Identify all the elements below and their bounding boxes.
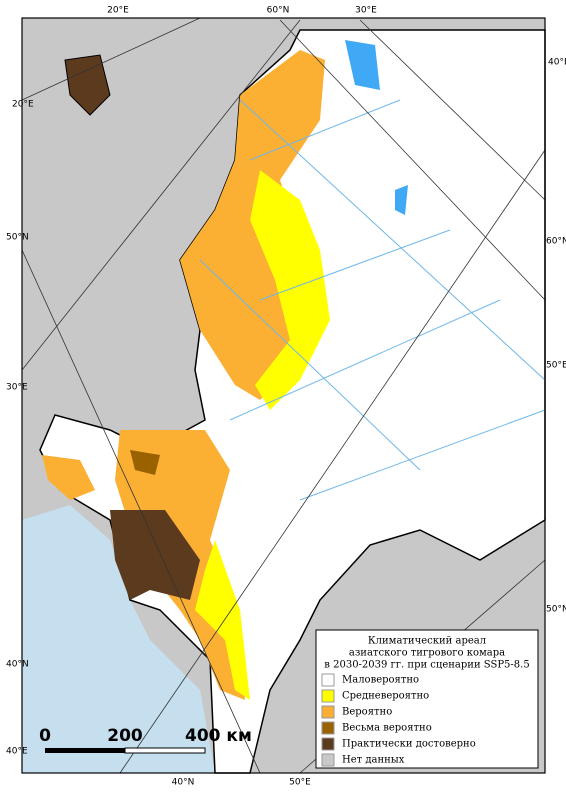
graticule-label: 20°E — [107, 6, 129, 16]
legend-title: Климатический ареал — [368, 636, 486, 647]
certain-zone-south — [110, 510, 200, 600]
lake-rybinsk — [395, 185, 408, 215]
scale-segment — [45, 748, 125, 753]
map-frame — [21, 17, 546, 774]
very-likely-zone — [130, 450, 160, 475]
crimea-likely — [42, 455, 95, 500]
scale-bar — [45, 747, 206, 754]
legend-label: Маловероятно — [342, 675, 419, 686]
scale-label: 400 км — [185, 726, 252, 746]
graticule-label: 40°E — [548, 58, 566, 68]
legend-swatch — [321, 673, 335, 687]
graticule-label: 40°N — [172, 778, 195, 788]
graticule-labels: 20°E 60°N 30°E 20°E 50°N 30°E 40°N 40°E 40°E 60°N… — [6, 6, 566, 788]
graticule-label: 60°N — [267, 6, 290, 16]
legend-swatch — [321, 737, 335, 751]
graticule-label: 50°E — [289, 778, 311, 788]
medium-zone-south — [195, 540, 250, 700]
legend-label: Средневероятно — [342, 691, 429, 702]
scale-label: 200 — [107, 726, 143, 746]
graticule-label: 30°E — [355, 6, 377, 16]
certain-zone-north — [64, 54, 111, 116]
legend-swatch — [321, 721, 335, 735]
scale-segment — [124, 747, 206, 754]
graticule-label: 40°N — [6, 660, 29, 670]
legend-label: Вероятно — [342, 707, 392, 718]
graticule-label: 30°E — [6, 383, 28, 393]
legend-title: в 2030-2039 гг. при сценарии SSP5-8.5 — [324, 660, 529, 671]
legend-swatch — [321, 705, 335, 719]
graticule-label: 20°E — [12, 100, 34, 110]
legend-title: азиатского тигрового комара — [349, 648, 505, 659]
black-sea — [22, 505, 215, 773]
legend-label: Нет данных — [342, 755, 405, 766]
graticule-label: 50°N — [546, 605, 566, 615]
legend-box — [315, 629, 539, 769]
legend-label: Весьма вероятно — [342, 723, 432, 734]
legend-swatch — [321, 753, 335, 767]
legend-label: Практически достоверно — [342, 739, 476, 750]
lake-ladoga — [345, 40, 380, 90]
graticule-label: 60°N — [546, 237, 566, 247]
legend-swatch — [321, 689, 335, 703]
graticule-label: 40°E — [6, 747, 28, 757]
scale-label: 0 — [39, 726, 51, 746]
medium-zone-north — [250, 170, 330, 410]
rivers — [199, 99, 546, 501]
graticule-label: 50°E — [546, 361, 566, 371]
graticule-label: 50°N — [6, 233, 29, 243]
